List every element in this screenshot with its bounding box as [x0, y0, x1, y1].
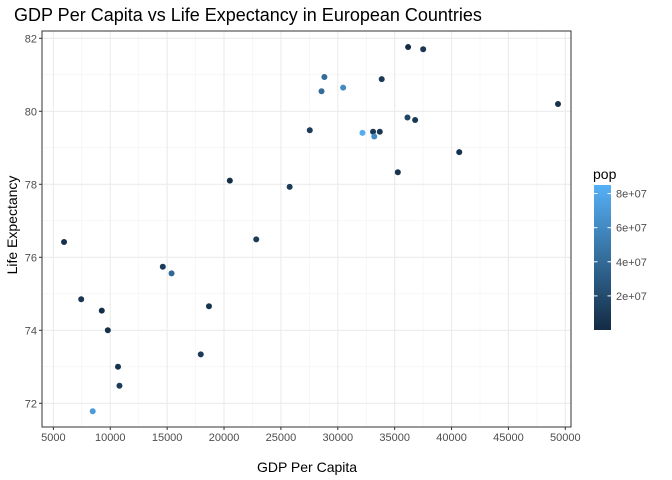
data-point — [554, 100, 561, 107]
data-point — [89, 408, 96, 415]
data-point — [115, 363, 122, 370]
x-tick-label: 30000 — [322, 432, 353, 444]
data-point — [394, 169, 401, 176]
data-point — [340, 84, 347, 91]
data-point — [286, 183, 293, 190]
data-point — [168, 270, 175, 277]
x-tick-label: 15000 — [152, 432, 183, 444]
legend-colorbar — [594, 185, 611, 330]
data-point — [405, 44, 412, 51]
legend-tick-label: 6e+07 — [616, 223, 647, 235]
data-point — [412, 117, 419, 124]
plot-area: 5000 10000 15000 20000 25000 30000 35000 40000 4… — [25, 30, 581, 444]
data-point — [205, 303, 212, 310]
y-tick-label: 82 — [25, 33, 37, 45]
data-point — [104, 327, 111, 334]
data-point — [370, 128, 377, 135]
data-point — [78, 296, 85, 303]
data-point — [404, 114, 411, 121]
data-point — [61, 238, 68, 245]
plot-border — [41, 30, 572, 428]
data-point — [378, 76, 385, 83]
chart-title: GDP Per Capita vs Life Expectancy in Eur… — [14, 5, 482, 25]
x-tick-label: 50000 — [550, 432, 581, 444]
y-tick-label: 80 — [25, 106, 37, 118]
data-point — [456, 149, 463, 156]
legend-tick-label: 8e+07 — [616, 189, 647, 201]
y-tick-label: 74 — [25, 325, 37, 337]
data-point — [359, 129, 366, 136]
data-point — [318, 88, 325, 95]
y-tick-label: 72 — [25, 398, 37, 410]
data-point — [376, 128, 383, 135]
data-point — [306, 127, 313, 134]
legend-title: pop — [593, 166, 617, 182]
x-tick-label: 40000 — [436, 432, 467, 444]
y-axis-title: Life Expectancy — [4, 176, 20, 275]
data-point — [197, 351, 204, 358]
data-point — [420, 46, 427, 53]
data-point — [321, 73, 328, 80]
y-tick-label: 76 — [25, 252, 37, 264]
data-point — [116, 382, 123, 389]
data-point — [159, 263, 166, 270]
data-point — [226, 177, 233, 184]
x-tick-label: 35000 — [379, 432, 410, 444]
y-tick-label: 78 — [25, 179, 37, 191]
x-axis-title: GDP Per Capita — [257, 459, 357, 475]
x-tick-label: 20000 — [209, 432, 240, 444]
data-point — [98, 307, 105, 314]
legend-tick-label: 4e+07 — [616, 257, 647, 269]
legend: pop 2e+07 4e+07 6e+07 8e+07 — [593, 166, 647, 330]
data-point — [371, 133, 378, 140]
legend-tick-label: 2e+07 — [616, 291, 647, 303]
x-tick-label: 10000 — [95, 432, 126, 444]
data-point — [253, 236, 260, 243]
x-tick-label: 5000 — [41, 432, 65, 444]
x-tick-label: 25000 — [266, 432, 297, 444]
plot-background — [42, 31, 571, 427]
x-tick-label: 45000 — [493, 432, 524, 444]
